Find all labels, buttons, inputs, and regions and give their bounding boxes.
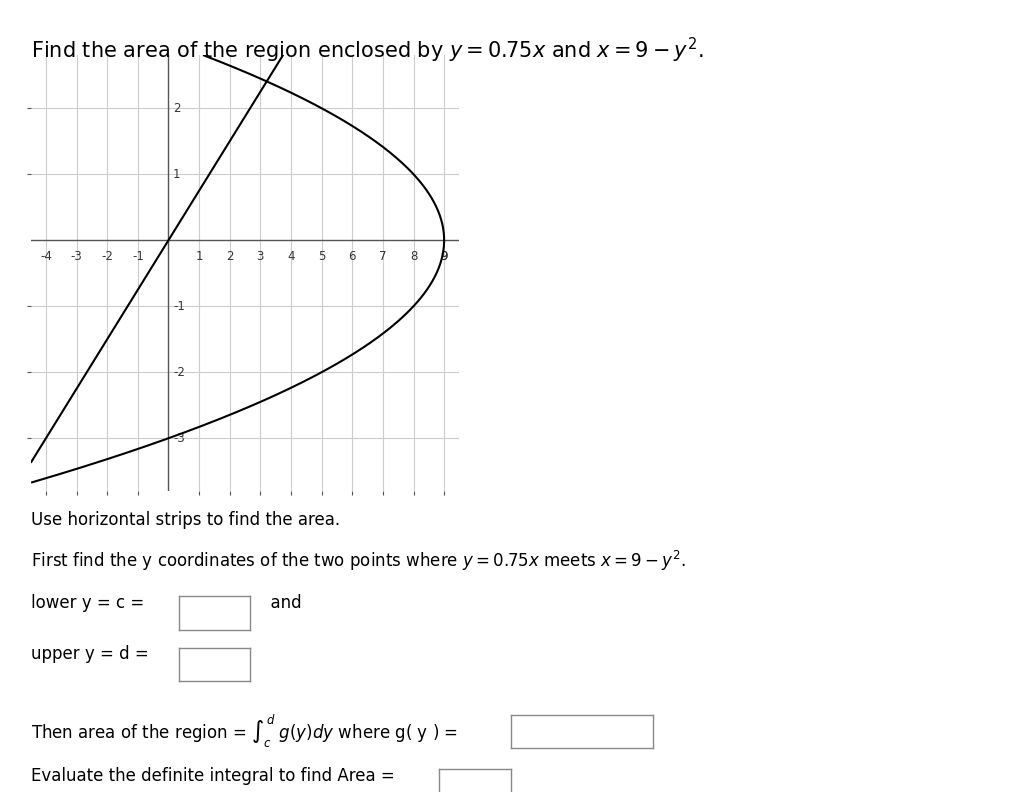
Text: Use horizontal strips to find the area.: Use horizontal strips to find the area. bbox=[31, 511, 340, 529]
Text: 9: 9 bbox=[440, 250, 448, 263]
Text: 9: 9 bbox=[440, 250, 448, 263]
Text: First find the y coordinates of the two points where $y = 0.75x$ meets $x = 9 - : First find the y coordinates of the two … bbox=[31, 549, 686, 573]
Text: 6: 6 bbox=[348, 250, 356, 263]
Text: 2: 2 bbox=[226, 250, 234, 263]
Text: -2: -2 bbox=[173, 366, 185, 379]
Text: 8: 8 bbox=[409, 250, 418, 263]
Text: Evaluate the definite integral to find Area =: Evaluate the definite integral to find A… bbox=[31, 767, 399, 785]
Text: 7: 7 bbox=[379, 250, 387, 263]
Text: -1: -1 bbox=[132, 250, 144, 263]
Text: 2: 2 bbox=[173, 101, 181, 115]
Text: 1: 1 bbox=[195, 250, 203, 263]
Text: and: and bbox=[260, 594, 302, 612]
Text: -1: -1 bbox=[173, 299, 185, 313]
Text: 3: 3 bbox=[256, 250, 264, 263]
Text: Find the area of the region enclosed by $y = 0.75x$ and $x = 9 - y^2$.: Find the area of the region enclosed by … bbox=[31, 36, 703, 65]
Text: 1: 1 bbox=[173, 168, 181, 181]
Text: lower y = c =: lower y = c = bbox=[31, 594, 149, 612]
Text: 4: 4 bbox=[287, 250, 295, 263]
Text: upper y = d =: upper y = d = bbox=[31, 645, 153, 664]
Text: Then area of the region = $\int_c^d$ $g(y)dy$ where g( y ) =: Then area of the region = $\int_c^d$ $g(… bbox=[31, 713, 457, 750]
Text: 5: 5 bbox=[318, 250, 326, 263]
Text: -3: -3 bbox=[173, 432, 185, 445]
Text: -3: -3 bbox=[70, 250, 83, 263]
Text: -4: -4 bbox=[40, 250, 52, 263]
Text: -2: -2 bbox=[101, 250, 113, 263]
